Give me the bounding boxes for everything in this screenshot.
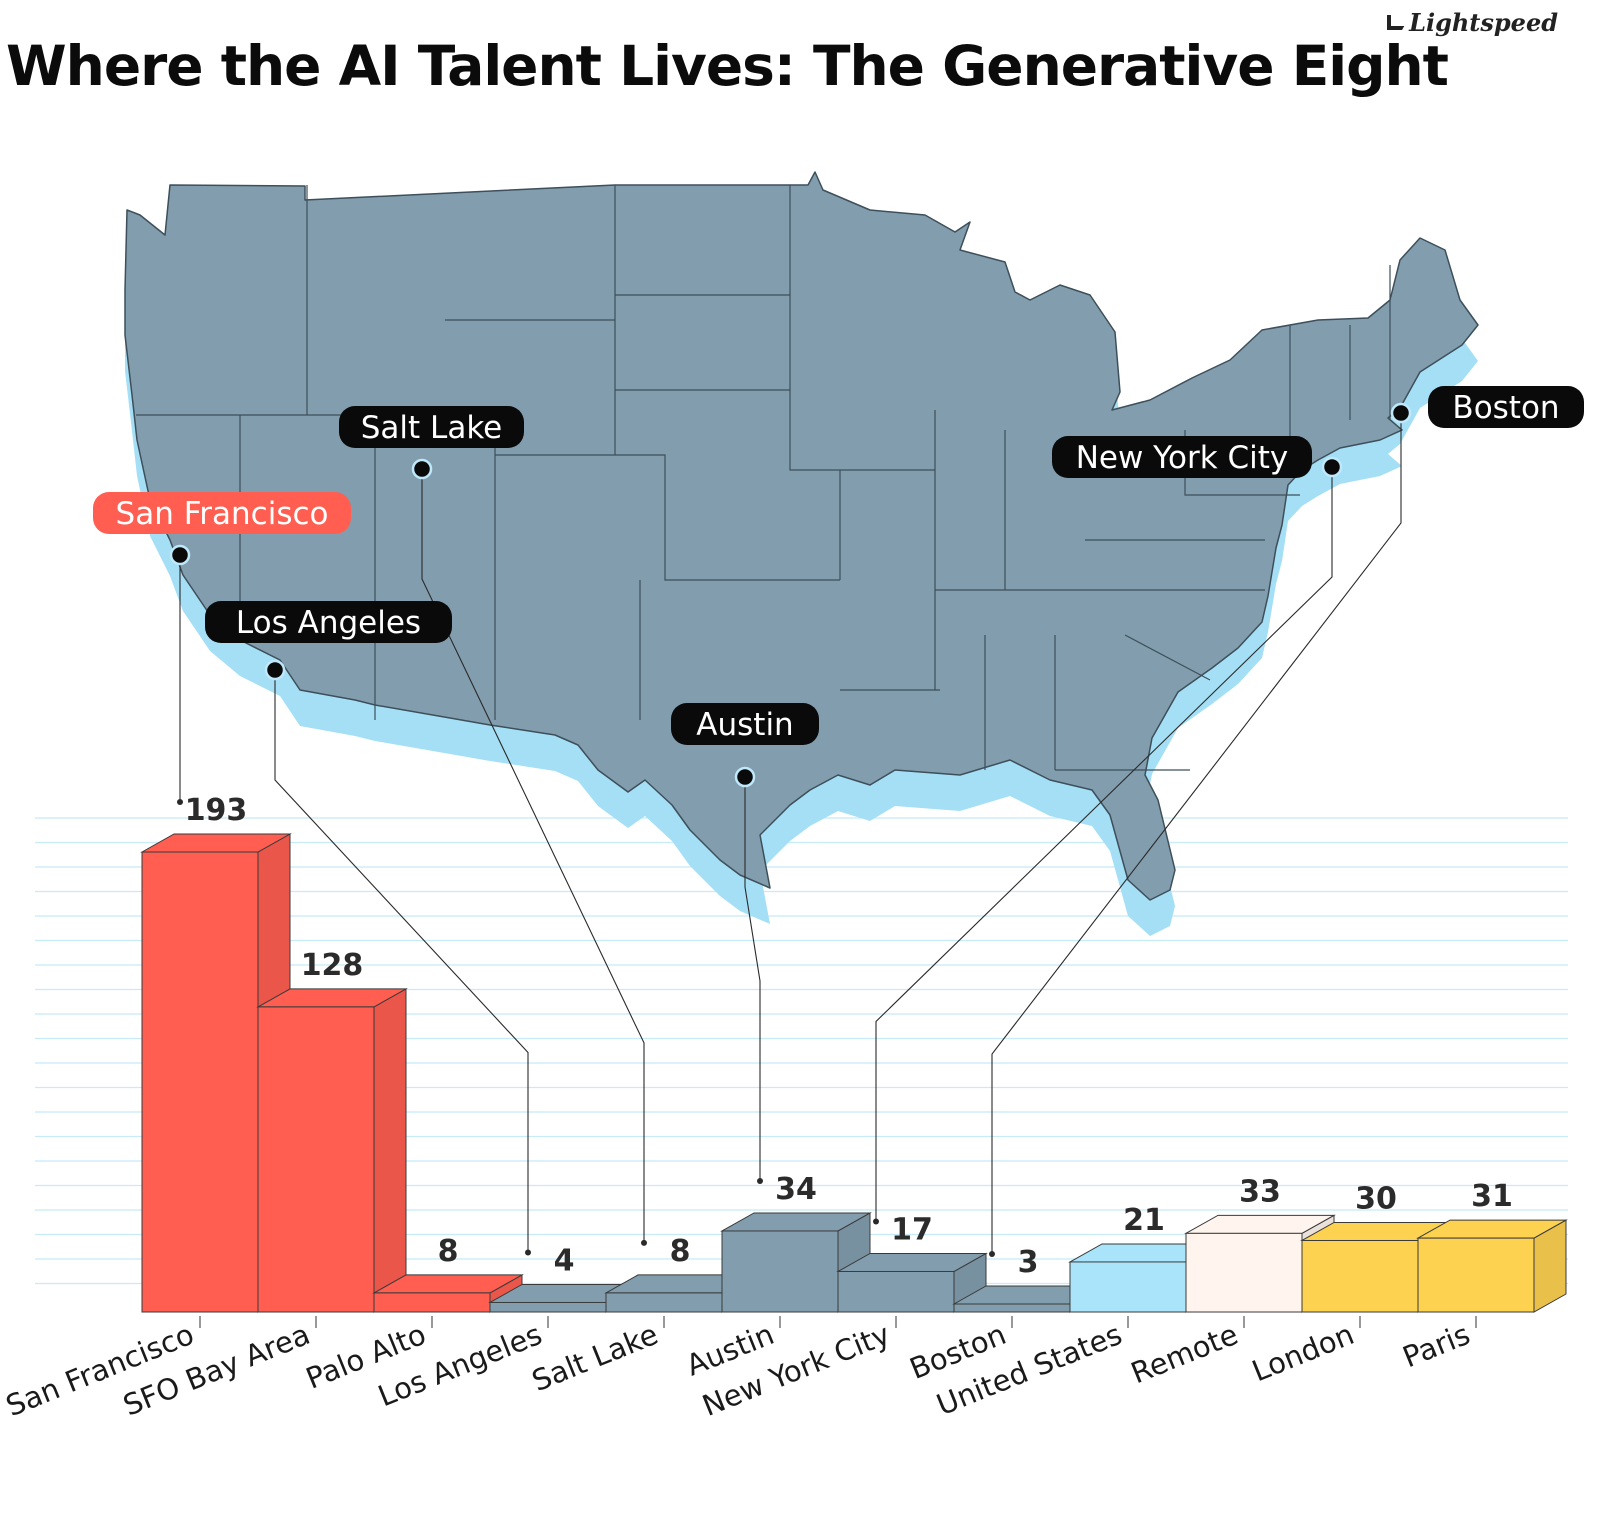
map-label-text: Salt Lake — [361, 410, 502, 446]
map-label-pill — [671, 703, 819, 745]
city-pin — [169, 544, 191, 566]
bar-value-labels: 193 128 8 4 8 34 17 3 21 33 30 31 — [185, 793, 1513, 1280]
map-label-pill — [339, 406, 524, 448]
bar-sfo-bay-area — [256, 988, 408, 1313]
bar-front — [1185, 1232, 1303, 1313]
bar-front — [1069, 1261, 1187, 1313]
city-pin — [1390, 402, 1412, 424]
leader-line — [991, 413, 1402, 1254]
lightspeed-logo-icon — [1384, 13, 1404, 33]
value-label: 33 — [1239, 1174, 1281, 1209]
bar-side — [373, 988, 407, 1313]
value-label: 4 — [554, 1243, 575, 1278]
value-label: 34 — [775, 1172, 817, 1207]
map-label-text: New York City — [1076, 440, 1289, 476]
leader-line — [744, 777, 761, 1181]
leader-end-dot — [177, 799, 183, 805]
city-pin — [264, 659, 286, 681]
value-label: 8 — [438, 1234, 459, 1269]
city-pin — [411, 458, 433, 480]
brand-logo: Lightspeed — [1384, 8, 1558, 37]
leader-end-dot — [757, 1177, 763, 1184]
map-label-pill — [1428, 386, 1584, 428]
category-label: Salt Lake — [527, 1317, 662, 1398]
leader-line — [274, 670, 529, 1253]
value-label: 3 — [1018, 1245, 1039, 1280]
leader-lines — [177, 413, 1402, 1257]
value-label: 31 — [1471, 1179, 1513, 1214]
map-label-pill — [205, 601, 452, 643]
map-label-text: Los Angeles — [236, 605, 421, 641]
bar-new-york-city — [836, 1252, 988, 1313]
bar-front — [1417, 1237, 1535, 1313]
value-label: 8 — [670, 1234, 691, 1269]
city-pin — [1321, 456, 1343, 478]
map-label-pill — [93, 492, 351, 534]
bar-front — [373, 1292, 491, 1313]
leader-end-dot — [989, 1251, 995, 1257]
bar-front — [257, 1006, 375, 1313]
leader-end-dot — [525, 1249, 531, 1256]
category-label: Paris — [1398, 1317, 1475, 1374]
value-label: 128 — [301, 948, 364, 983]
bar-front — [1301, 1239, 1419, 1313]
bar-front — [721, 1230, 839, 1313]
value-label: 21 — [1123, 1203, 1165, 1238]
leader-line — [875, 467, 1333, 1222]
map-label-text: Boston — [1452, 390, 1559, 426]
bar-front — [141, 851, 259, 1313]
bars — [140, 833, 1568, 1313]
brand-name: Lightspeed — [1409, 8, 1558, 37]
category-label: Remote — [1126, 1317, 1242, 1390]
value-label: 17 — [891, 1212, 933, 1247]
city-pin — [734, 766, 756, 788]
bar-front — [837, 1270, 955, 1313]
value-label: 193 — [185, 793, 248, 828]
us-map — [124, 171, 1479, 936]
map-label-text: Austin — [696, 707, 793, 743]
leader-line — [421, 469, 645, 1243]
bar-front — [605, 1292, 723, 1313]
bar-front — [953, 1303, 1071, 1313]
leader-end-dot — [641, 1239, 647, 1246]
bar-paris — [1416, 1219, 1568, 1313]
value-label: 30 — [1355, 1181, 1397, 1216]
category-label: London — [1247, 1317, 1358, 1388]
map-label-text: San Francisco — [116, 496, 329, 532]
chart-title: Where the AI Talent Lives: The Generativ… — [6, 34, 1449, 98]
city-pins: San Francisco Salt Lake Los Angeles Austin N… — [93, 386, 1584, 788]
bar-palo-alto — [372, 1274, 524, 1313]
bar-front — [489, 1301, 607, 1313]
us-map-outline — [124, 171, 1479, 901]
leader-end-dot — [873, 1218, 879, 1225]
map-label-pill — [1052, 436, 1312, 478]
